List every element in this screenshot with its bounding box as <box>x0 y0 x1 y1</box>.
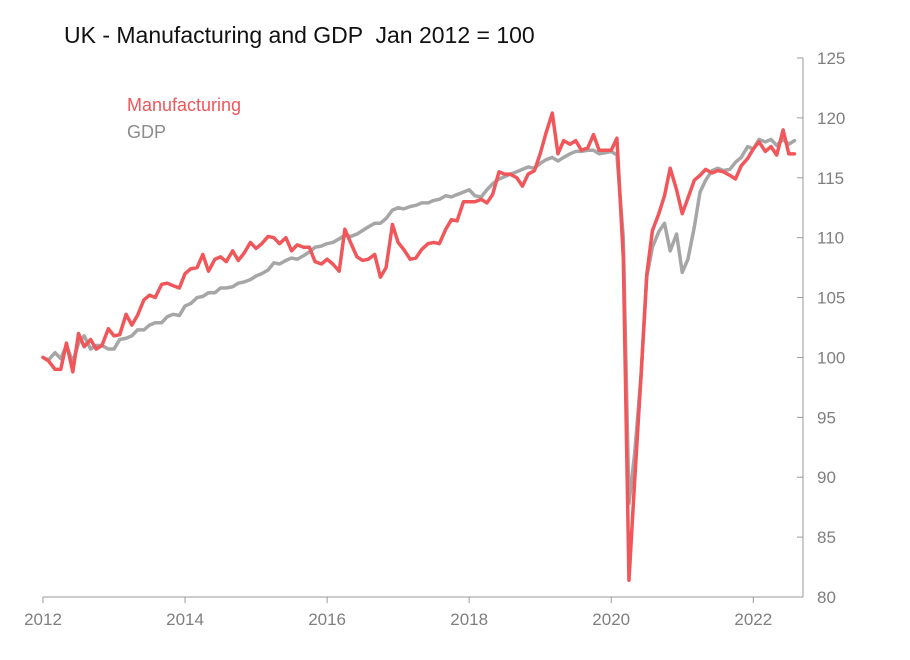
chart-title: UK - Manufacturing and GDP Jan 2012 = 10… <box>64 22 535 48</box>
legend-gdp: GDP <box>127 122 167 142</box>
y-tick-label: 95 <box>817 408 836 427</box>
x-tick-label: 2020 <box>592 610 630 629</box>
y-tick-label: 85 <box>817 528 836 547</box>
y-tick-label: 105 <box>817 289 845 308</box>
y-tick-label: 100 <box>817 348 845 367</box>
x-tick-label: 2012 <box>24 610 62 629</box>
axes: 2012 2014 2016 2018 2020 2022 80 85 90 95 100 105 11… <box>24 49 845 629</box>
x-tick-label: 2014 <box>166 610 204 629</box>
x-tick-label: 2018 <box>450 610 488 629</box>
x-tick-label: 2016 <box>308 610 346 629</box>
y-tick-label: 125 <box>817 49 845 68</box>
y-tick-label: 80 <box>817 588 836 607</box>
y-tick-label: 110 <box>817 229 844 248</box>
y-tick-label: 115 <box>817 169 844 188</box>
series-line-gdp <box>41 137 797 506</box>
y-tick-label: 120 <box>817 109 845 128</box>
y-tick-label: 90 <box>817 468 836 487</box>
series-layer <box>41 111 797 582</box>
series-line-manufacturing <box>41 111 797 582</box>
x-tick-label: 2022 <box>734 610 772 629</box>
legend-manufacturing: Manufacturing <box>127 95 242 115</box>
